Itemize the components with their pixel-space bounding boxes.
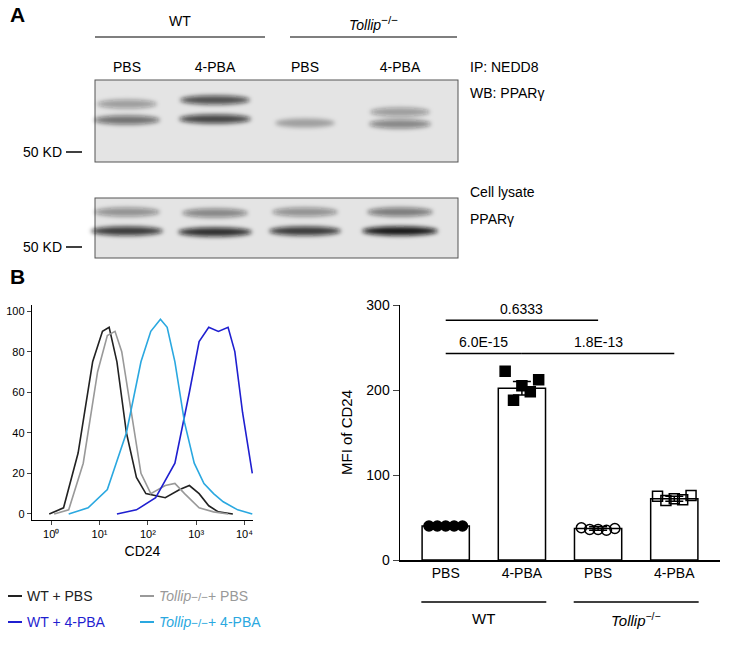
html-text:WB: PPARγ: WB: PPARγ <box>470 85 545 101</box>
svg-text:10⁰: 10⁰ <box>43 528 59 540</box>
html-text:IP: NEDD8: IP: NEDD8 <box>470 59 539 75</box>
html-text:WT + PBS: WT + PBS <box>27 588 93 604</box>
svg-text:80: 80 <box>12 346 24 358</box>
html-text:PBS: PBS <box>291 59 319 75</box>
svg-text:100: 100 <box>6 305 24 317</box>
html-text:Tollip −/− + PBS: Tollip −/− + PBS <box>159 588 249 604</box>
svg-text:300: 300 <box>366 297 390 313</box>
svg-text:10¹: 10¹ <box>92 528 108 540</box>
svg-text:200: 200 <box>366 382 390 398</box>
svg-text:10²: 10² <box>140 528 156 540</box>
svg-text:0: 0 <box>382 552 390 568</box>
svg-text:4-PBA: 4-PBA <box>654 565 695 581</box>
svg-text:MFI of CD24: MFI of CD24 <box>338 390 355 475</box>
html-text:50 KD: 50 KD <box>23 239 62 255</box>
html-text:PBS: PBS <box>113 59 141 75</box>
svg-text:10³: 10³ <box>188 528 204 540</box>
html-text:WT: WT <box>169 13 191 29</box>
html-text:Cell lysate: Cell lysate <box>470 184 535 200</box>
svg-text:6.0E-15: 6.0E-15 <box>459 334 508 350</box>
svg-text:0: 0 <box>18 508 24 520</box>
html-text:50 KD: 50 KD <box>23 144 62 160</box>
svg-text:4-PBA: 4-PBA <box>502 565 543 581</box>
html-text:4-PBA: 4-PBA <box>194 59 236 75</box>
svg-text:20: 20 <box>12 467 24 479</box>
html-text:Tollip−/−: Tollip−/− <box>349 13 398 33</box>
svg-text:1.8E-13: 1.8E-13 <box>574 334 623 350</box>
svg-text:WT: WT <box>472 610 495 627</box>
svg-text:40: 40 <box>12 427 24 439</box>
html-text:Tollip −/− + 4-PBA: Tollip −/− + 4-PBA <box>159 614 261 630</box>
svg-text:Tollip​−/−​: Tollip​−/−​ <box>611 610 661 629</box>
html-text:B: B <box>10 265 26 288</box>
html-text:WT + 4-PBA: WT + 4-PBA <box>27 614 105 630</box>
html-text:4-PBA: 4-PBA <box>379 59 421 75</box>
svg-text:PBS: PBS <box>432 565 460 581</box>
html-text:A: A <box>10 3 26 26</box>
svg-text:60: 60 <box>12 386 24 398</box>
svg-text:100: 100 <box>366 467 390 483</box>
svg-text:CD24: CD24 <box>125 543 161 559</box>
svg-text:0.6333: 0.6333 <box>500 301 543 317</box>
svg-text:PBS: PBS <box>584 565 612 581</box>
html-text:PPARγ: PPARγ <box>470 211 515 227</box>
svg-text:10⁴: 10⁴ <box>236 528 253 540</box>
